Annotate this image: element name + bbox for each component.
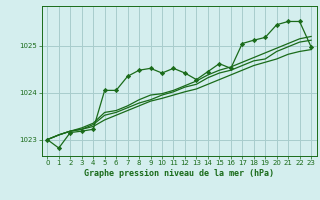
X-axis label: Graphe pression niveau de la mer (hPa): Graphe pression niveau de la mer (hPa): [84, 169, 274, 178]
